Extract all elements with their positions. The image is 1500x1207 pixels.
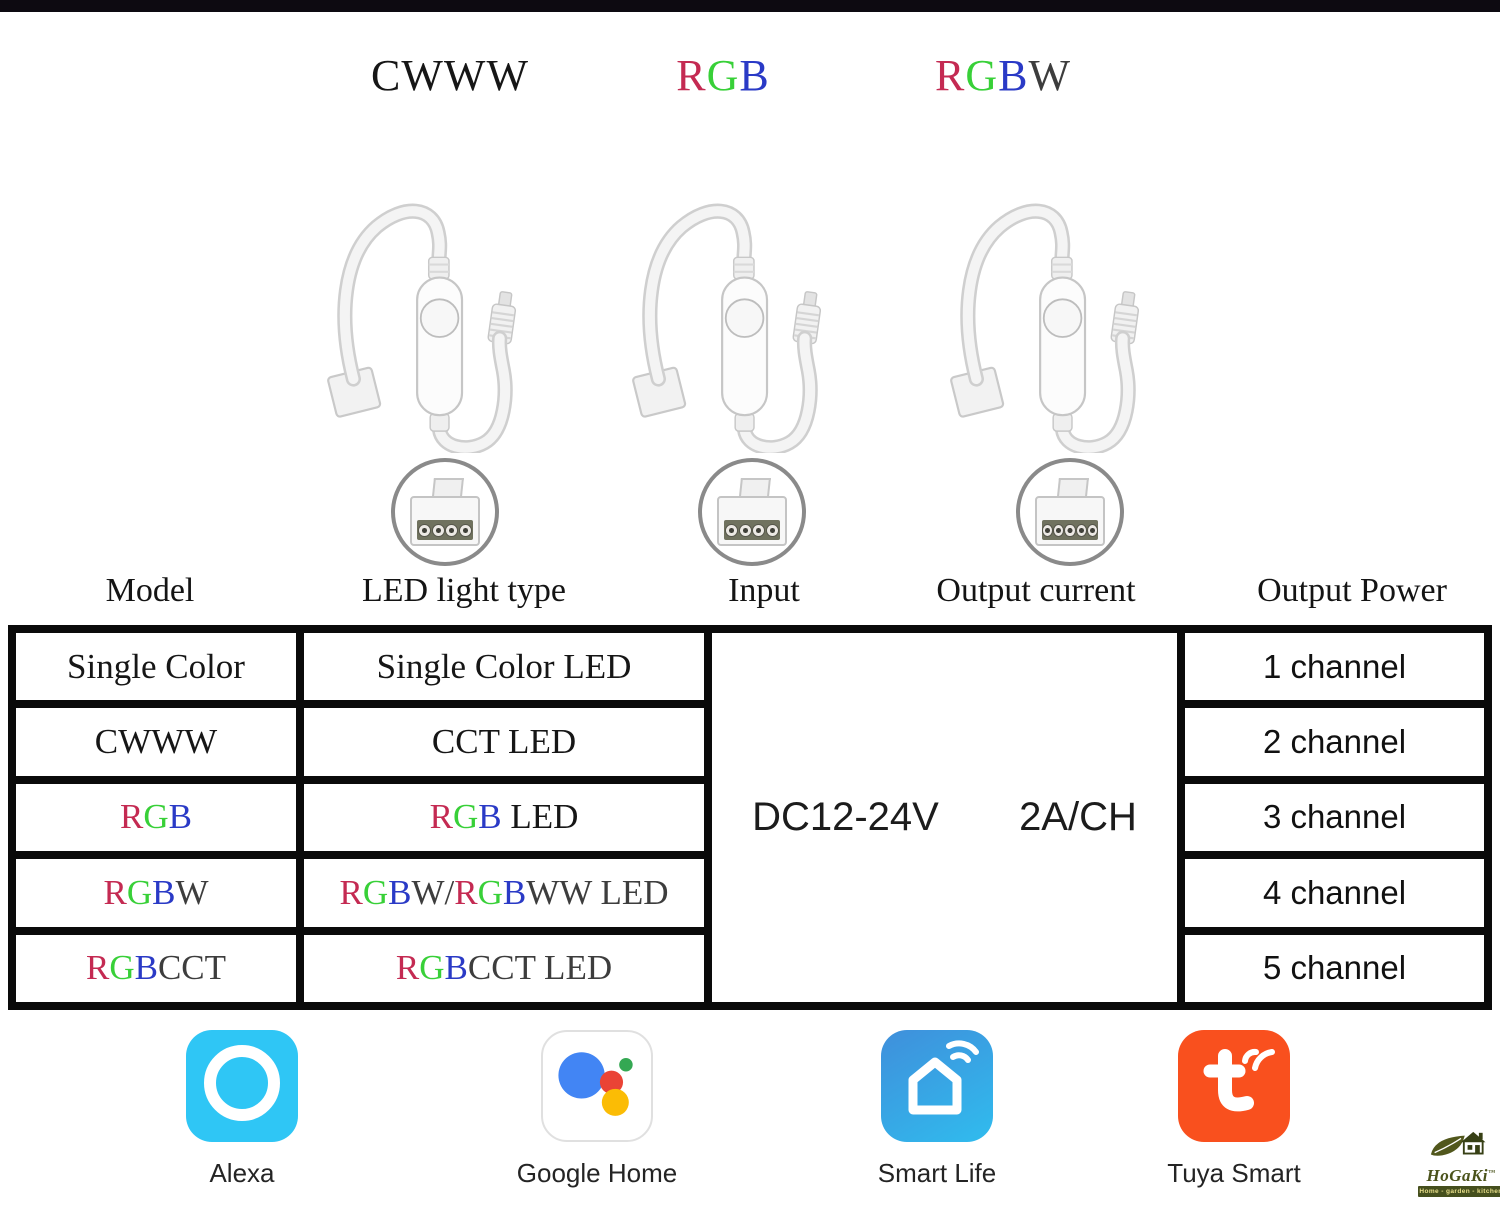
led-controller-icon xyxy=(917,163,1156,453)
google-home-icon xyxy=(541,1030,653,1142)
app-smart-life: Smart Life xyxy=(847,1030,1027,1189)
app-label-smart-life: Smart Life xyxy=(877,1158,997,1188)
led-controller-photo-cwww xyxy=(294,163,533,453)
brand-tagline: Home - garden - kitchen xyxy=(1418,1186,1500,1197)
connector-body xyxy=(410,496,480,546)
connector-magnifier-rgb xyxy=(698,458,806,566)
connector-stub xyxy=(432,478,464,496)
header-led-light-type: LED light type xyxy=(362,572,566,609)
app-tuya-smart: Tuya Smart xyxy=(1144,1030,1324,1189)
connector-pin-slot xyxy=(724,520,780,540)
cell-power-5-channel: 5 channel xyxy=(1185,934,1484,1002)
connector-stub xyxy=(1057,478,1089,496)
header-output-power: Output Power xyxy=(1257,572,1447,609)
cell-power-4-channel: 4 channel xyxy=(1185,859,1484,927)
led-controller-photo-rgbw xyxy=(917,163,1156,453)
hogaki-leaf-house-icon xyxy=(1430,1131,1486,1156)
header-input: Input xyxy=(728,572,800,609)
cell-power-3-channel: 3 channel xyxy=(1185,783,1484,852)
connector-body xyxy=(1035,496,1105,546)
smart-life-icon xyxy=(881,1030,993,1142)
variant-label-rgb: RGB xyxy=(676,51,770,100)
cell-type-rgbw-led: R G B W/R G B WW LED xyxy=(304,859,704,927)
led-controller-icon xyxy=(599,163,838,453)
cell-power-2-channel: 2 channel xyxy=(1185,708,1484,776)
app-label-alexa: Alexa xyxy=(209,1158,275,1188)
strip-connector-face xyxy=(717,478,787,546)
connector-stub xyxy=(739,478,771,496)
cell-type-single-color-led: Single Color LED xyxy=(304,633,704,701)
led-controller-icon xyxy=(294,163,533,453)
header-output-current: Output current xyxy=(936,572,1136,609)
brand-name: HoGaKi™ xyxy=(1426,1166,1496,1185)
connector-body xyxy=(717,496,787,546)
cell-model-single-color: Single Color xyxy=(16,633,296,701)
cell-type-rgbcct-led: R G B CCT LED xyxy=(304,934,704,1002)
connector-pin-slot xyxy=(417,520,473,540)
tuya-smart-icon xyxy=(1178,1030,1290,1142)
led-controller-photo-rgb xyxy=(599,163,838,453)
cell-type-cct-led: CCT LED xyxy=(304,708,704,776)
variant-label-cwww: CWWW xyxy=(371,51,529,100)
header-model: Model xyxy=(105,572,195,609)
cell-model-rgbcct: R G B CCT xyxy=(16,934,296,1002)
app-label-tuya-smart: Tuya Smart xyxy=(1167,1158,1301,1188)
cell-input-output-current: DC12-24V 2A/CH xyxy=(712,633,1177,1002)
connector-magnifier-rgbw xyxy=(1016,458,1124,566)
alexa-icon xyxy=(186,1030,298,1142)
app-google-home: Google Home xyxy=(507,1030,687,1189)
connector-pin-slot xyxy=(1042,520,1099,540)
connector-magnifier-cwww xyxy=(391,458,499,566)
cell-model-cwww: CWWW xyxy=(16,708,296,776)
cell-power-1-channel: 1 channel xyxy=(1185,633,1484,701)
strip-connector-face xyxy=(410,478,480,546)
brand-logo: HoGaKi™ Home - garden - kitchen xyxy=(1418,1130,1500,1197)
app-alexa: Alexa xyxy=(152,1030,332,1189)
strip-connector-face xyxy=(1035,478,1105,546)
app-label-google-home: Google Home xyxy=(516,1158,678,1188)
top-black-bar xyxy=(0,0,1500,12)
input-value: DC12-24V xyxy=(752,795,939,839)
variant-label-rgbw: RGBW xyxy=(934,51,1072,100)
output-current-value: 2A/CH xyxy=(1019,795,1137,839)
